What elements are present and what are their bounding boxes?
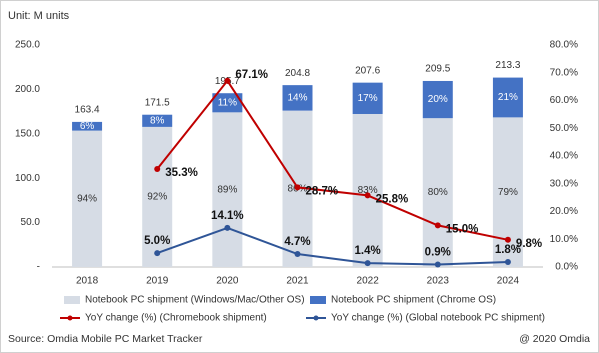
segment-label: 94% bbox=[77, 193, 97, 204]
x-tick-label: 2018 bbox=[76, 276, 99, 287]
line-label: 35.3% bbox=[165, 167, 198, 179]
bar-segment bbox=[422, 118, 453, 267]
line-label: 1.4% bbox=[355, 245, 381, 257]
bar-segment bbox=[492, 77, 523, 118]
line-label: 4.7% bbox=[284, 236, 310, 248]
segment-label: 89% bbox=[217, 184, 237, 195]
line-marker bbox=[504, 259, 511, 266]
y2-tick-label: 20.0% bbox=[550, 206, 578, 217]
bar-segment bbox=[282, 85, 313, 111]
line bbox=[156, 226, 508, 266]
x-tick-label: 2020 bbox=[216, 276, 239, 287]
segment-label: 92% bbox=[147, 192, 167, 203]
unit-label: Unit: M units bbox=[8, 10, 70, 22]
line-marker bbox=[154, 250, 161, 257]
line-label: 5.0% bbox=[144, 235, 170, 247]
line-marker bbox=[364, 260, 371, 267]
segment-label: 80% bbox=[428, 187, 448, 198]
line-marker bbox=[224, 77, 231, 84]
y2-tick-label: 70.0% bbox=[550, 67, 578, 78]
legend-label: YoY change (%) (Chromebook shipment) bbox=[85, 313, 267, 324]
bar-segment bbox=[422, 80, 453, 119]
line-marker bbox=[504, 236, 511, 243]
total-label: 163.4 bbox=[75, 105, 100, 116]
line-label: 14.1% bbox=[211, 210, 244, 222]
legend-label: YoY change (%) (Global notebook PC shipm… bbox=[331, 313, 545, 324]
y2-tick-label: 80.0% bbox=[550, 40, 578, 51]
y-tick-label: 250.0 bbox=[15, 40, 40, 51]
y-tick-label: - bbox=[37, 262, 40, 273]
line-marker bbox=[434, 222, 441, 229]
line-label: 28.7% bbox=[306, 185, 339, 197]
segment-label: 8% bbox=[150, 115, 165, 126]
y2-tick-label: 30.0% bbox=[550, 178, 578, 189]
bar-segment bbox=[352, 82, 383, 114]
y2-tick-label: 40.0% bbox=[550, 151, 578, 162]
segment-label: 11% bbox=[218, 97, 237, 108]
total-label: 209.5 bbox=[425, 64, 450, 75]
line-label: 15.0% bbox=[446, 223, 479, 235]
legend-label: Notebook PC shipment (Windows/Mac/Other … bbox=[85, 295, 305, 306]
y2-tick-label: 60.0% bbox=[550, 95, 578, 106]
x-tick-label: 2022 bbox=[357, 276, 380, 287]
bar-segment bbox=[142, 126, 173, 267]
x-tick-label: 2021 bbox=[286, 276, 309, 287]
y-tick-label: 200.0 bbox=[15, 84, 40, 95]
line-label: 1.8% bbox=[495, 244, 521, 256]
line-marker bbox=[224, 224, 231, 231]
x-tick-label: 2023 bbox=[427, 276, 450, 287]
segment-label: 6% bbox=[80, 121, 95, 132]
line-label: 67.1% bbox=[235, 69, 268, 81]
line-marker bbox=[294, 184, 301, 191]
bar-segment bbox=[352, 113, 383, 267]
legend-label: Notebook PC shipment (Chrome OS) bbox=[331, 295, 496, 306]
segment-label: 14% bbox=[287, 93, 307, 104]
legend-swatch bbox=[64, 296, 80, 304]
x-tick-label: 2024 bbox=[497, 276, 520, 287]
line-marker bbox=[294, 250, 301, 257]
bar-segment bbox=[72, 121, 103, 131]
bar-segment bbox=[72, 130, 103, 267]
segment-label: 20% bbox=[428, 94, 448, 105]
source: Source: Omdia Mobile PC Market Tracker bbox=[8, 333, 203, 345]
total-label: 213.3 bbox=[495, 60, 520, 71]
segment-label: 83% bbox=[358, 185, 378, 196]
line-marker bbox=[364, 192, 371, 199]
segment-label: 79% bbox=[498, 187, 518, 198]
bar-segment bbox=[212, 93, 243, 113]
line-marker bbox=[434, 261, 441, 268]
legend-marker bbox=[313, 315, 319, 321]
y2-tick-label: 0.0% bbox=[555, 262, 578, 273]
bar-segment bbox=[212, 112, 243, 267]
legend-swatch bbox=[310, 296, 326, 304]
total-label: 207.6 bbox=[355, 65, 380, 76]
y-tick-label: 100.0 bbox=[15, 173, 40, 184]
total-label: 171.5 bbox=[145, 97, 170, 108]
y2-tick-label: 10.0% bbox=[550, 234, 578, 245]
copyright: @ 2020 Omdia bbox=[519, 333, 590, 345]
line bbox=[156, 79, 509, 241]
line-label: 25.8% bbox=[376, 193, 409, 205]
y2-tick-label: 50.0% bbox=[550, 123, 578, 134]
line-label: 0.9% bbox=[425, 247, 451, 259]
segment-label: 17% bbox=[358, 93, 378, 104]
y-tick-label: 50.0 bbox=[21, 217, 41, 228]
line-marker bbox=[154, 166, 161, 173]
legend-marker bbox=[67, 315, 73, 321]
total-label: 204.8 bbox=[285, 68, 310, 79]
bar-segment bbox=[142, 114, 173, 127]
line-label: 9.8% bbox=[516, 238, 542, 250]
y-tick-label: 150.0 bbox=[15, 128, 40, 139]
segment-label: 21% bbox=[498, 92, 518, 103]
x-tick-label: 2019 bbox=[146, 276, 169, 287]
